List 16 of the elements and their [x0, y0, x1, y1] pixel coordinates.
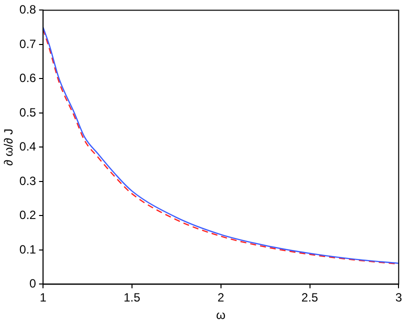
y-tick-label: 0	[29, 276, 36, 291]
y-tick-label: 0.3	[19, 174, 36, 188]
y-tick-label: 0.7	[19, 36, 36, 51]
y-tick-label: 0.5	[19, 105, 36, 120]
y-tick-label: 0.6	[19, 71, 36, 86]
y-tick-label: 0.8	[19, 2, 36, 17]
x-tick-label: 2.5	[301, 290, 318, 305]
x-tick-label: 1	[40, 290, 47, 305]
y-tick-label: 0.4	[19, 140, 36, 154]
y-tick-label: 0.1	[19, 242, 36, 256]
x-axis-title: ω	[216, 308, 226, 322]
x-tick-label: 2	[218, 290, 225, 305]
y-tick-label: 0.2	[19, 208, 36, 222]
x-tick-label: 3	[395, 290, 402, 305]
x-tick-label: 1.5	[124, 290, 141, 305]
y-axis-title: ∂ ω/∂ J	[2, 128, 16, 166]
